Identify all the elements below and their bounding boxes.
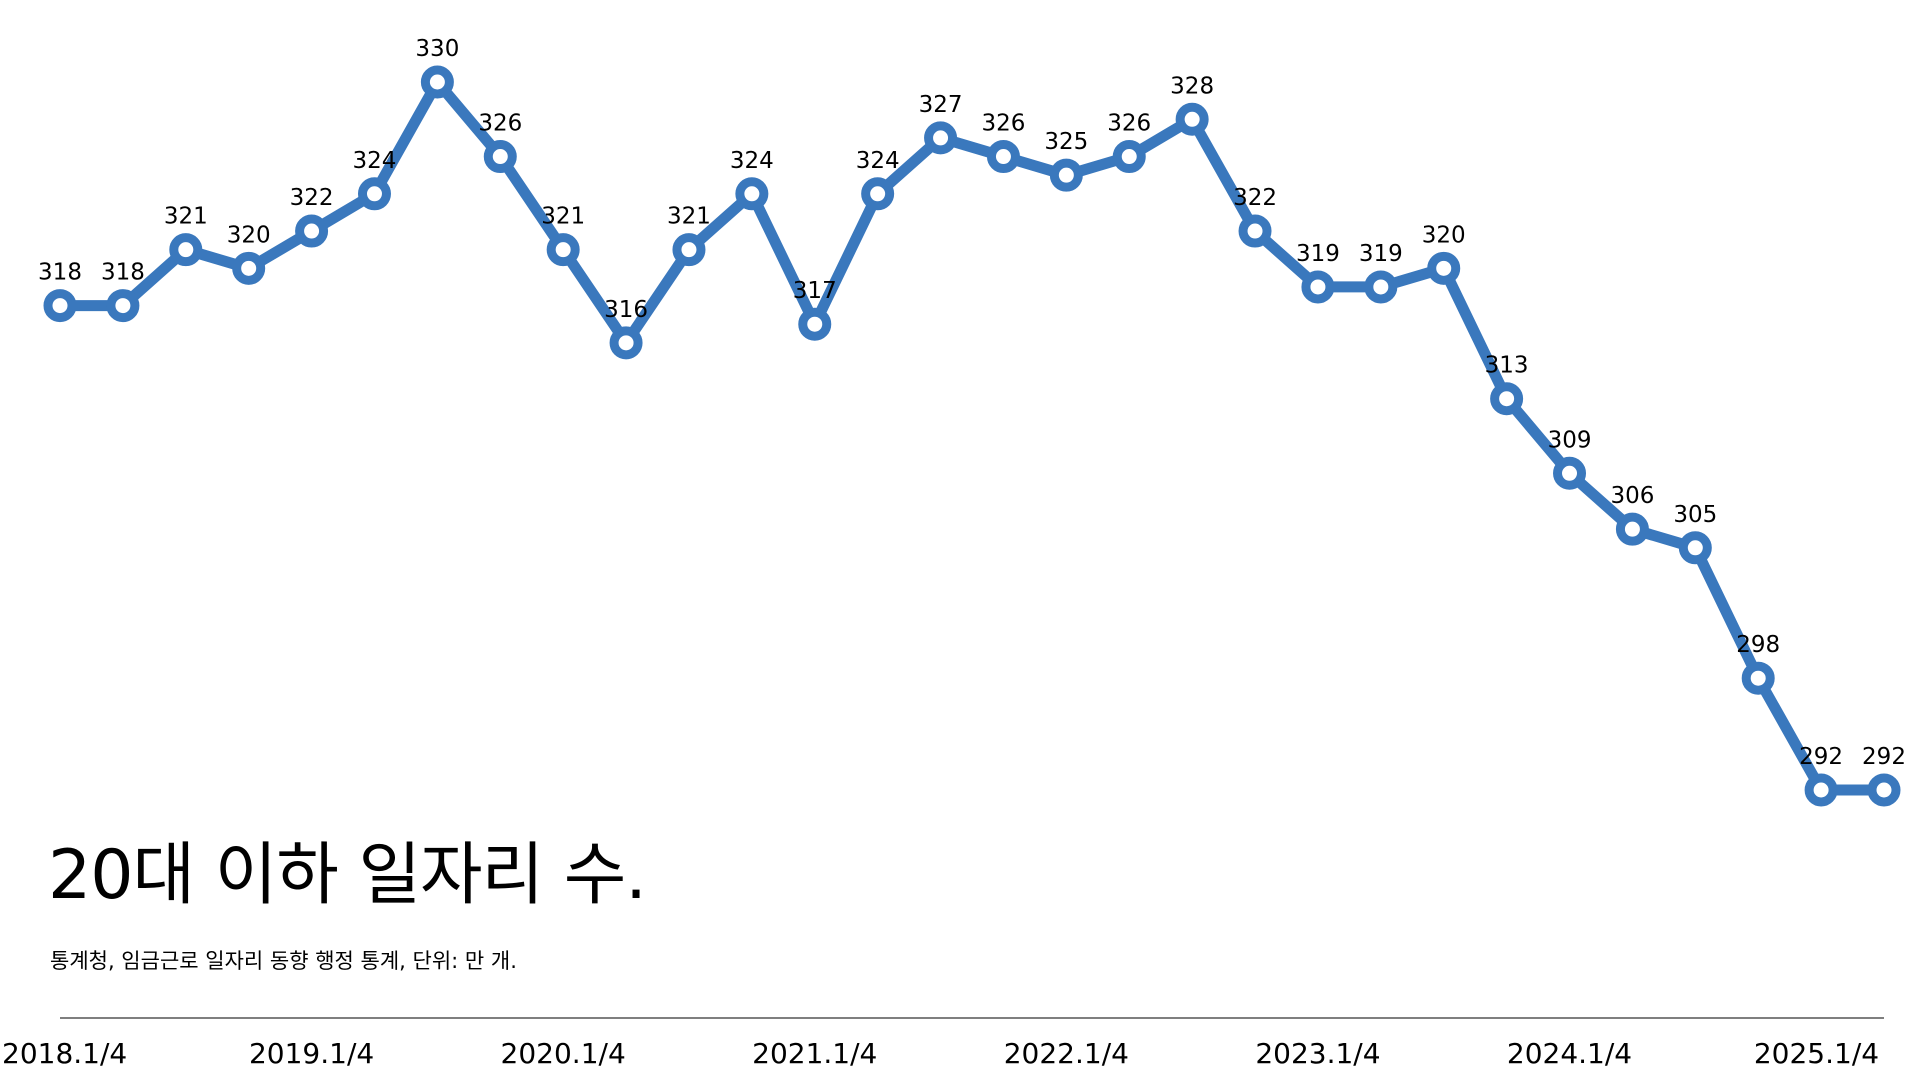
data-point xyxy=(357,177,391,211)
data-point xyxy=(609,326,643,360)
x-tick-label: 2025.1/4 xyxy=(1754,1037,1879,1070)
data-point xyxy=(483,140,517,174)
data-label: 319 xyxy=(1296,241,1340,267)
data-point xyxy=(1867,773,1901,807)
data-label: 326 xyxy=(478,111,522,137)
data-label: 318 xyxy=(38,260,82,286)
data-label: 306 xyxy=(1610,483,1654,509)
data-label: 321 xyxy=(541,204,585,230)
data-point xyxy=(1049,158,1083,192)
series-line xyxy=(54,76,1890,796)
data-label: 330 xyxy=(415,36,459,62)
data-point xyxy=(546,233,580,267)
data-point xyxy=(1112,140,1146,174)
chart-title: 20대 이하 일자리 수. xyxy=(48,836,647,915)
data-label: 326 xyxy=(1107,111,1151,137)
data-label: 292 xyxy=(1862,744,1906,770)
data-label: 321 xyxy=(164,204,208,230)
data-label: 305 xyxy=(1673,502,1717,528)
series-line-layer xyxy=(54,76,1890,796)
x-tick-label: 2022.1/4 xyxy=(1004,1037,1129,1070)
data-point xyxy=(1490,382,1524,416)
data-point xyxy=(986,140,1020,174)
data-points-layer xyxy=(43,65,1901,807)
data-point xyxy=(1301,270,1335,304)
data-label: 324 xyxy=(353,148,397,174)
data-point xyxy=(1741,661,1775,695)
data-point xyxy=(1804,773,1838,807)
data-label: 316 xyxy=(604,297,648,323)
data-label: 322 xyxy=(290,185,334,211)
data-label: 319 xyxy=(1359,241,1403,267)
data-point xyxy=(1238,214,1272,248)
data-label: 309 xyxy=(1548,427,1592,453)
chart-subtitle: 통계청, 임금근로 일자리 동향 행정 통계, 단위: 만 개. xyxy=(50,949,517,973)
data-labels-layer: 318 318 321 320 322 324 330 326 321 316 321 324 317 3… xyxy=(38,36,1906,770)
data-label: 324 xyxy=(856,148,900,174)
data-point xyxy=(924,121,958,155)
data-label: 327 xyxy=(919,92,963,118)
data-label: 328 xyxy=(1170,73,1214,99)
data-label: 324 xyxy=(730,148,774,174)
data-point xyxy=(1175,102,1209,136)
data-point xyxy=(1427,251,1461,285)
data-point xyxy=(672,233,706,267)
data-label: 313 xyxy=(1485,353,1529,379)
data-label: 298 xyxy=(1736,632,1780,658)
data-label: 320 xyxy=(227,222,271,248)
data-label: 292 xyxy=(1799,744,1843,770)
x-tick-label: 2019.1/4 xyxy=(249,1037,374,1070)
x-tick-label: 2024.1/4 xyxy=(1507,1037,1632,1070)
data-label: 321 xyxy=(667,204,711,230)
data-label: 320 xyxy=(1422,222,1466,248)
data-point xyxy=(232,251,266,285)
data-point xyxy=(735,177,769,211)
x-tick-label: 2023.1/4 xyxy=(1255,1037,1380,1070)
data-point xyxy=(798,307,832,341)
data-label: 322 xyxy=(1233,185,1277,211)
x-tick-label: 2021.1/4 xyxy=(752,1037,877,1070)
x-tick-label: 2020.1/4 xyxy=(501,1037,626,1070)
data-label: 325 xyxy=(1044,129,1088,155)
x-tick-label: 2018.1/4 xyxy=(2,1037,127,1070)
data-point xyxy=(1364,270,1398,304)
data-point xyxy=(1678,531,1712,565)
data-label: 317 xyxy=(793,278,837,304)
data-point xyxy=(169,233,203,267)
data-point xyxy=(420,65,454,99)
data-point xyxy=(106,289,140,323)
data-label: 318 xyxy=(101,260,145,286)
data-point xyxy=(1553,456,1587,490)
data-point xyxy=(43,289,77,323)
x-axis: 2018.1/4 2019.1/4 2020.1/4 2021.1/4 2022.1/4… xyxy=(2,1017,1884,1070)
data-point xyxy=(1615,512,1649,546)
data-point xyxy=(295,214,329,248)
data-point xyxy=(861,177,895,211)
data-label: 326 xyxy=(981,111,1025,137)
